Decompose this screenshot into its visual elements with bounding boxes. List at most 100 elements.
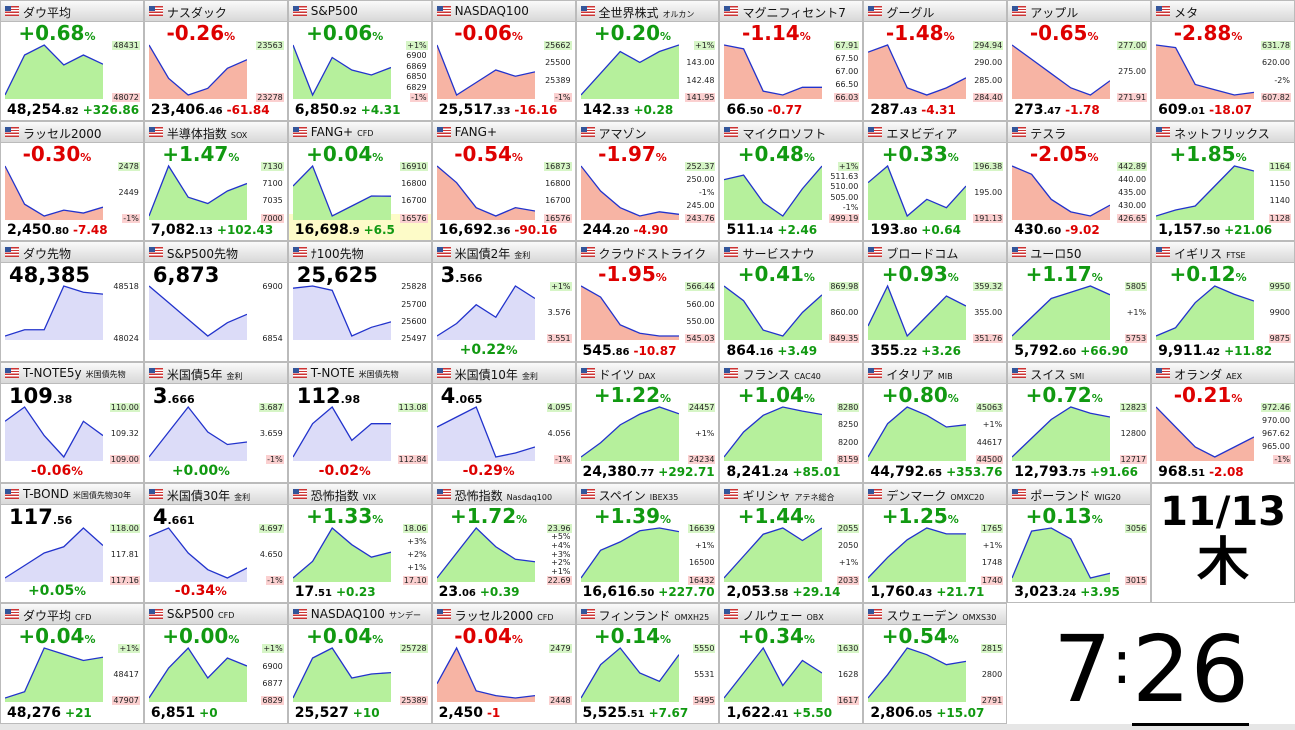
- ticker-tag: CFD: [537, 613, 554, 623]
- sparkline: [292, 44, 391, 99]
- tile-header: サービスナウ: [720, 242, 863, 264]
- ticker-tile: ダウ平均 48431 48072 +0.68% 48,254.82 +326.86: [0, 0, 144, 121]
- price: 48,254.82: [7, 101, 79, 118]
- axis-label: 5550: [693, 644, 716, 654]
- axis-label: 435.00: [1118, 187, 1147, 197]
- price: 545.86: [582, 342, 630, 359]
- price-row: 23,406.46 -61.84: [151, 102, 270, 118]
- ticker-tile: アップル 277.00 275.00 271.91 -0.65% 273.47 -1.78: [1007, 0, 1152, 121]
- weekday: 木: [1197, 532, 1250, 593]
- sparkline-area: [148, 286, 247, 341]
- sparkline-area: [580, 286, 679, 341]
- price-row: 193.80 +0.64: [870, 222, 961, 238]
- quote: 4.661: [152, 504, 195, 529]
- sparkline-line: [1156, 285, 1255, 337]
- sparkline-line: [1012, 285, 1111, 337]
- ticker-tile: ネットフリックス 1164 1150 1140 1128 +1.85% 1,157.50 +2…: [1151, 120, 1295, 242]
- axis-label: 967.62: [1261, 429, 1290, 438]
- tile-header: マイクロソフト: [720, 121, 863, 143]
- flag-icon: [1156, 247, 1171, 258]
- ticker-tile: ﾅ100先物 25828 25700 25600 25497 25,625: [287, 241, 432, 362]
- flag-icon: [148, 609, 163, 620]
- price-row: 2,450 -1: [439, 705, 501, 721]
- axis-label: 48431: [112, 41, 140, 50]
- ticker-tile: ユーロ50 5805 +1% 5753 +1.17% 5,792.60 +66.90: [1007, 241, 1152, 362]
- axis-label: 5753: [1124, 334, 1148, 344]
- ticker-name: マグニフィセント7: [742, 4, 845, 21]
- ticker-name-text: ダウ平均: [23, 6, 72, 20]
- change-percent: -0.04%: [454, 624, 523, 649]
- sparkline-line: [724, 526, 823, 579]
- ticker-tile: ダウ平均 CFD +1% 48417 47907 +0.04% 48,276 +21: [0, 603, 144, 724]
- sparkline-line: [436, 646, 535, 699]
- sparkline-line: [868, 526, 967, 579]
- change: -10.87: [633, 343, 677, 358]
- change: +15.07: [936, 705, 985, 720]
- sparkline-area: [580, 648, 679, 703]
- ticker-tile: S&P500 CFD +1% 6900 6877 6829 +0.00% 6,851 +0: [143, 603, 288, 724]
- ticker-name-text: サービスナウ: [742, 247, 815, 262]
- ticker-tag: IBEX35: [649, 492, 679, 502]
- sparkline-line: [1012, 406, 1111, 458]
- tile-header: ネットフリックス: [1152, 121, 1294, 143]
- change: +0.39: [479, 585, 520, 600]
- sparkline-line: [868, 284, 967, 338]
- axis-label: 1765: [980, 523, 1004, 533]
- sparkline-area: [292, 648, 391, 703]
- flag-icon: [724, 609, 739, 620]
- axis-label: 142.48: [686, 75, 715, 85]
- price-row: 1,622.41 +5.50: [726, 705, 832, 721]
- price: 609.01: [1158, 101, 1206, 118]
- sparkline: [580, 285, 679, 341]
- ticker-name-text: オランダ: [1174, 368, 1223, 382]
- axis-label: 849.35: [829, 334, 860, 344]
- tile-header: クラウドストライク: [576, 242, 719, 264]
- axis-label: +4%: [551, 540, 571, 550]
- ticker-tile: 半導体指数 SOX 7130 7100 7035 7000 +1.47% 7,082.13 +1…: [143, 120, 288, 242]
- ticker-name-text: ユーロ50: [1030, 247, 1082, 262]
- ticker-name: T-BOND 米国債先物30年: [23, 487, 131, 501]
- ticker-name-text: マグニフィセント7: [742, 6, 846, 20]
- axis-label: 3056: [1124, 523, 1148, 533]
- axis-label: 8200: [837, 437, 859, 447]
- axis-label: 3.687: [258, 403, 284, 412]
- ticker-tile: マイクロソフト +1% 511.63 510.00 505.00 -1% 499.19 +0.…: [719, 120, 864, 242]
- axis-label: 196.38: [973, 161, 1004, 171]
- axis-label: 2448: [549, 696, 572, 706]
- axis-label: 23278: [256, 93, 284, 102]
- price: 66.50: [726, 101, 764, 118]
- axis-label: +1%: [695, 429, 715, 438]
- axis-label: 430.00: [1118, 200, 1147, 210]
- axis-label: 25600: [401, 316, 427, 326]
- axis-label: 24457: [687, 403, 716, 412]
- ticker-name: スイス SMI: [1030, 366, 1084, 383]
- change: -61.84: [226, 102, 270, 117]
- axis-label: 17.10: [402, 575, 428, 585]
- sparkline: [868, 284, 967, 341]
- sparkline-line: [1156, 406, 1255, 458]
- change-percent: +0.72%: [1025, 383, 1103, 407]
- sparkline: [580, 165, 679, 220]
- sparkline: [5, 44, 103, 99]
- ticker-name-text: ドイツ: [598, 368, 635, 382]
- price-row: 5,792.60 +66.90: [1014, 343, 1128, 359]
- sparkline-line: [724, 647, 823, 699]
- ticker-name-text: 米国債2年: [454, 247, 511, 262]
- change: +292.71: [658, 464, 715, 479]
- change: +85.01: [792, 464, 841, 479]
- ticker-name-text: 全世界株式: [598, 6, 659, 20]
- axis-label: 6900: [406, 51, 427, 61]
- ticker-tag: CAC40: [794, 372, 821, 381]
- change-percent: +1.47%: [162, 141, 240, 166]
- change-percent: +1.04%: [737, 383, 815, 407]
- sparkline: [292, 406, 391, 461]
- flag-icon: [1156, 368, 1171, 378]
- ticker-name-text: メタ: [1174, 6, 1199, 20]
- sparkline-line: [436, 526, 535, 579]
- flag-icon: [580, 247, 595, 258]
- change: -2.08: [1209, 464, 1244, 479]
- sparkline-area: [868, 45, 967, 99]
- price-row: 6,850.92 +4.31: [295, 102, 401, 118]
- tile-header: ダウ平均: [1, 1, 143, 22]
- change-percent: -1.95%: [598, 262, 667, 287]
